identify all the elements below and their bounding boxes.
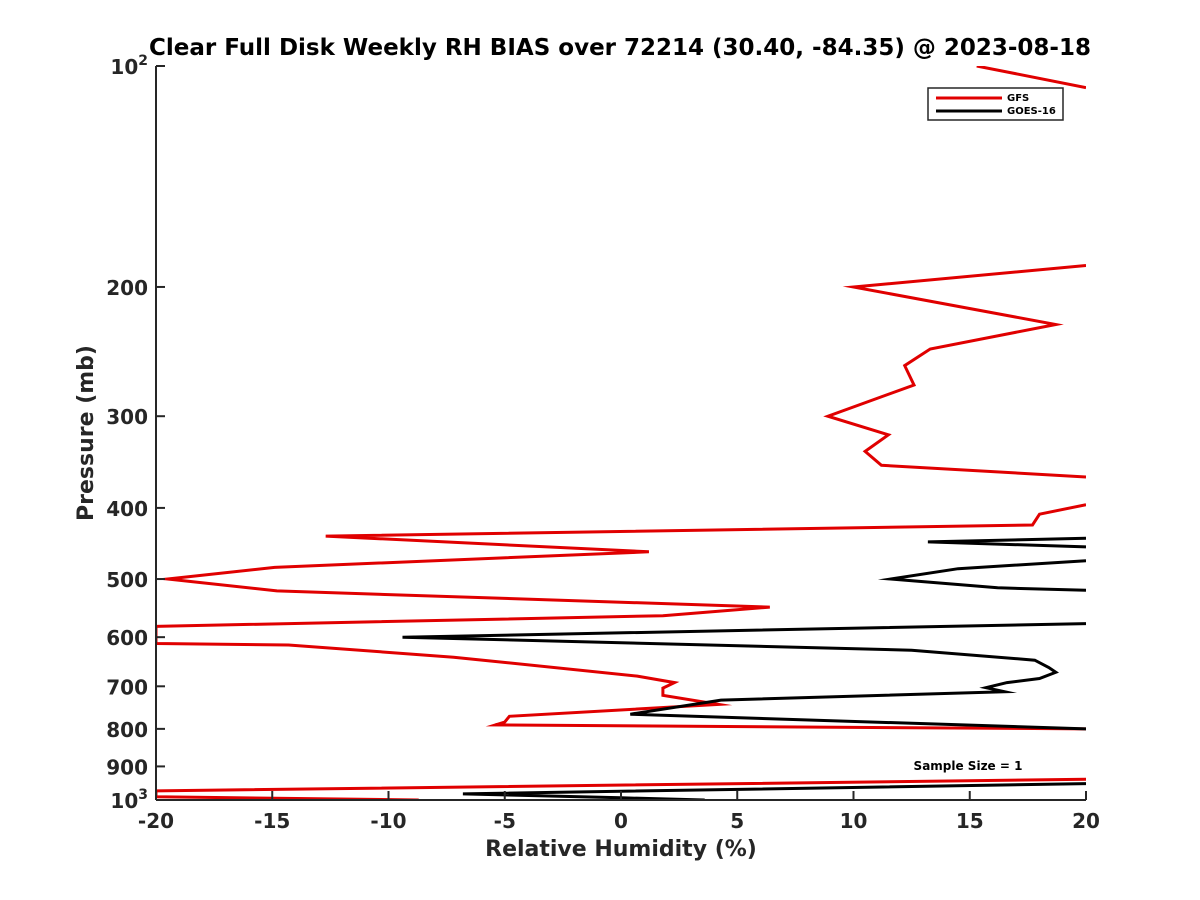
- y-tick-label: 900: [106, 755, 148, 779]
- x-tick-label: 0: [614, 809, 628, 833]
- x-tick-label: -20: [138, 809, 174, 833]
- axes: [155, 66, 1086, 801]
- x-tick-label: 10: [840, 809, 868, 833]
- y-tick-label: 600: [106, 626, 148, 650]
- legend-box: [927, 87, 1064, 121]
- x-axis-ticks: -20 -15 -10 -5 0 5 10 15 20: [138, 791, 1100, 833]
- y-tick-base: 10: [110, 789, 138, 813]
- y-tick-exponent: 2: [138, 53, 148, 69]
- chart-title: Clear Full Disk Weekly RH BIAS over 7221…: [149, 35, 1091, 61]
- y-tick-label: 400: [106, 497, 148, 521]
- x-tick-label: 5: [730, 809, 744, 833]
- legend-label-goes16: GOES-16: [1007, 106, 1056, 117]
- x-tick-label: -15: [254, 809, 290, 833]
- y-axis-label: Pressure (mb): [74, 345, 99, 521]
- x-tick-label: -5: [494, 809, 516, 833]
- series-line-gfs: [156, 66, 1086, 800]
- x-tick-label: 20: [1072, 809, 1100, 833]
- legend-label-gfs: GFS: [1007, 93, 1029, 104]
- y-tick-base: 10: [110, 55, 138, 79]
- series-line-goes16: [402, 536, 1086, 800]
- y-tick-label: 800: [106, 718, 148, 742]
- y-tick-label: 103: [110, 787, 148, 813]
- x-axis-label: Relative Humidity (%): [485, 837, 757, 862]
- sample-size-annotation: Sample Size = 1: [914, 759, 1023, 773]
- series-layer: [156, 66, 1086, 800]
- legend: GFS GOES-16: [927, 87, 1064, 121]
- x-tick-label: 15: [956, 809, 984, 833]
- y-tick-exponent: 3: [138, 787, 148, 803]
- y-tick-label: 300: [106, 405, 148, 429]
- y-tick-label: 102: [110, 53, 148, 79]
- y-tick-label: 200: [106, 276, 148, 300]
- y-tick-label: 500: [106, 568, 148, 592]
- y-tick-label: 700: [106, 675, 148, 699]
- x-tick-label: -10: [370, 809, 406, 833]
